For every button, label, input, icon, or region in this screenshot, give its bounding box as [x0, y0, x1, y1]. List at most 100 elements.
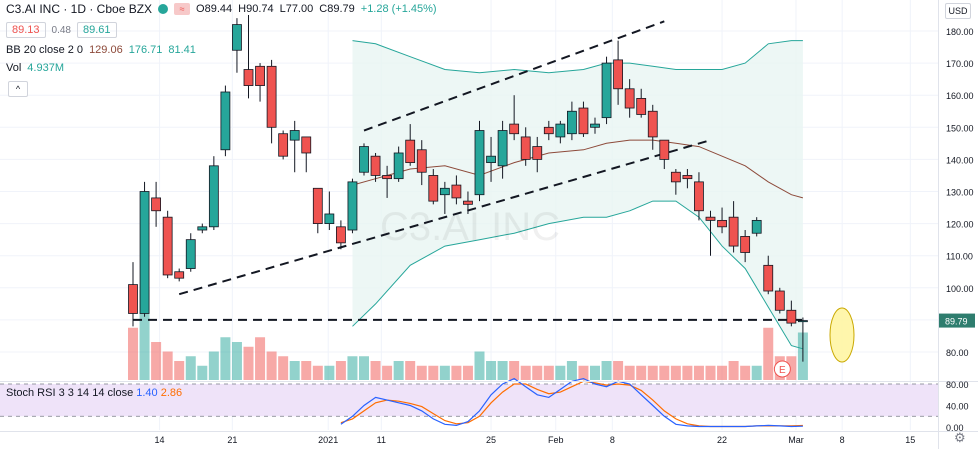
time-tick-label: 25 — [486, 435, 496, 445]
candle-body — [798, 320, 808, 323]
candle-body — [659, 139, 670, 160]
volume-bar — [486, 361, 497, 380]
volume-bar — [520, 365, 531, 380]
watermark: C3.AI INC — [380, 205, 560, 249]
candle-body — [555, 123, 566, 138]
rsi-d-value: 2.86 — [160, 387, 183, 399]
volume-bar — [162, 351, 173, 380]
vol-label[interactable]: Vol — [6, 62, 22, 74]
bollinger-bands — [352, 40, 804, 350]
trendline — [178, 139, 711, 296]
volume-bar — [543, 365, 554, 380]
candle-body — [289, 130, 300, 141]
highlight-ellipse — [829, 307, 855, 363]
candle-body — [474, 130, 485, 196]
volume-bar — [578, 365, 589, 380]
candle-body — [728, 216, 739, 247]
trendline — [363, 20, 665, 132]
legend-row-vol: Vol 4.937M — [6, 62, 64, 74]
volume-bar — [601, 361, 612, 380]
volume-bar — [266, 351, 277, 380]
time-tick-label: 15 — [905, 435, 915, 445]
candle-body — [647, 110, 658, 138]
high-value: H90.74 — [238, 3, 274, 15]
volume-bar — [151, 342, 162, 380]
gear-icon[interactable]: ⚙ — [954, 430, 966, 445]
volume-bar — [324, 365, 335, 380]
time-tick-label: 11 — [377, 435, 386, 445]
collapse-legend-button[interactable]: ^ — [8, 81, 28, 97]
volume-bar — [139, 289, 150, 380]
candle-body — [670, 171, 681, 183]
volume-bar — [693, 365, 704, 380]
volume-bar — [347, 356, 358, 380]
candle-body — [128, 284, 138, 314]
symbol-title[interactable]: C3.AI INC · 1D · Cboe BZX — [6, 2, 153, 16]
rsi-band — [0, 384, 938, 417]
price-tick-label: 100.00 — [946, 284, 974, 294]
volume-bar — [786, 356, 797, 380]
rsi-k-value: 1.40 — [136, 387, 158, 399]
volume-bar — [231, 342, 242, 380]
volume-bar — [682, 365, 693, 380]
volume-bar — [509, 361, 520, 380]
volume-bar — [197, 365, 208, 380]
low-value: L77.00 — [279, 3, 314, 15]
volume-bar — [763, 327, 774, 380]
volume-bar — [474, 351, 485, 380]
volume-bar — [647, 365, 658, 380]
candlesticks — [128, 14, 808, 362]
rsi-label[interactable]: Stoch RSI 3 3 14 14 close — [6, 387, 134, 399]
buy-button[interactable]: 89.61 — [77, 22, 117, 38]
candle-body — [335, 226, 346, 244]
candle-body — [624, 88, 635, 109]
vol-value: 4.937M — [27, 62, 64, 74]
candle-body — [717, 219, 727, 228]
bollinger-lower-line — [352, 200, 804, 350]
open-value: O89.44 — [196, 3, 233, 15]
volume-bar — [220, 337, 231, 380]
candle-body — [601, 62, 612, 119]
candle-body — [694, 181, 704, 212]
candle-body — [532, 146, 543, 160]
candle-body — [324, 213, 335, 225]
volume-bar — [566, 361, 577, 380]
time-tick-label: 22 — [717, 435, 727, 445]
candle-body — [232, 24, 242, 51]
price-tick-label: 120.00 — [946, 220, 974, 230]
candle-body — [613, 59, 623, 90]
volume-bar — [670, 365, 681, 380]
candle-body — [255, 65, 265, 86]
volume-bar — [497, 361, 508, 380]
candle-body — [243, 69, 254, 86]
rsi-legend: Stoch RSI 3 3 14 14 close 1.40 2.86 — [6, 387, 182, 399]
volume-bars — [128, 289, 808, 380]
candle-body — [312, 187, 323, 224]
bb-label[interactable]: BB 20 close 2 0 — [6, 44, 84, 56]
candle-body — [774, 290, 785, 311]
bb-basis-value: 129.06 — [89, 44, 123, 56]
sell-button[interactable]: 89.13 — [6, 22, 46, 38]
earnings-marker — [773, 360, 791, 378]
bollinger-fill — [352, 40, 803, 349]
candle-body — [220, 91, 231, 151]
time-tick-label: 2021 — [318, 435, 338, 445]
price-tick-label: 180.00 — [946, 27, 974, 37]
eye-icon[interactable] — [158, 4, 169, 14]
volume-bar — [185, 356, 196, 380]
candle-body — [636, 98, 647, 115]
price-tick-label: 140.00 — [946, 155, 974, 165]
volume-bar — [428, 365, 439, 380]
candle-body — [162, 216, 173, 276]
volume-bar — [255, 337, 266, 380]
candle-body — [578, 107, 589, 135]
legend-row-2: 89.13 0.48 89.61 — [6, 22, 117, 38]
wave-icon[interactable]: ≈ — [174, 3, 191, 15]
volume-bar — [208, 351, 219, 380]
time-tick-label: Mar — [788, 435, 804, 445]
spread-value: 0.48 — [51, 24, 71, 36]
volume-bar — [751, 365, 762, 380]
currency-button[interactable]: USD — [945, 3, 971, 19]
